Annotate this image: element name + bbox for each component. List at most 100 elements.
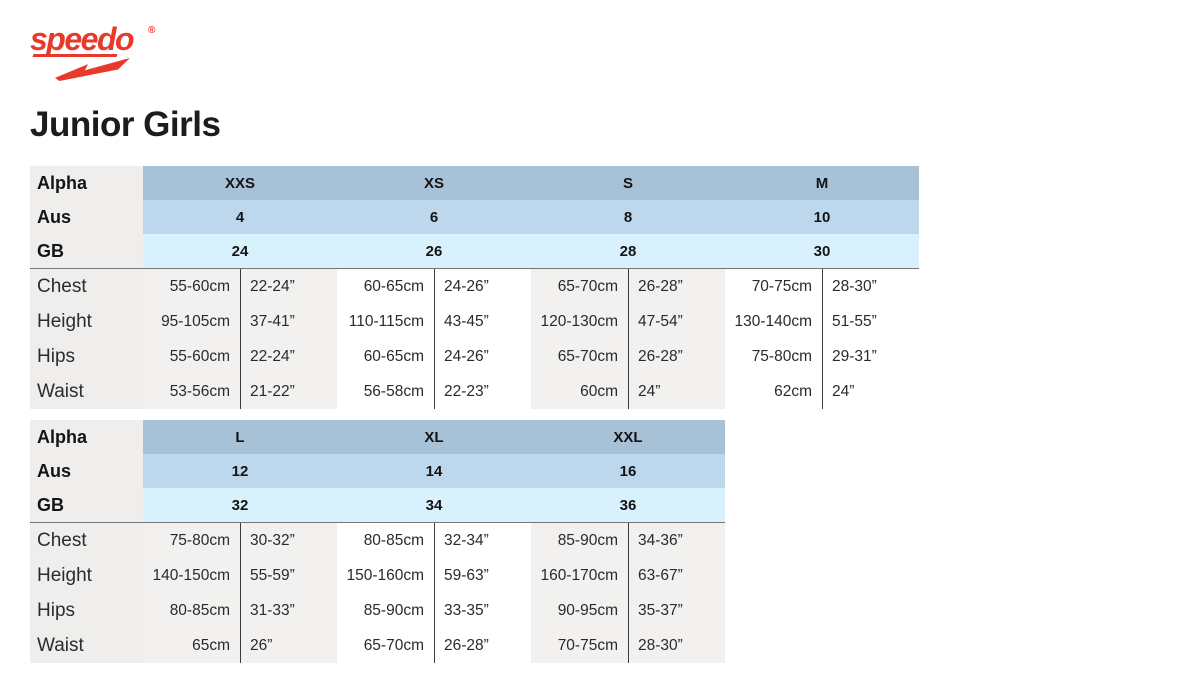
table-row-height: Height 95-105cm 37-41” 110-115cm 43-45” … bbox=[30, 304, 919, 339]
logo-underline bbox=[32, 54, 118, 57]
inch-value-cell: 51-55” bbox=[822, 304, 919, 339]
gb-header-row: GB 32 34 36 bbox=[30, 488, 725, 522]
cm-value-cell: 85-90cm bbox=[337, 593, 434, 628]
speedo-logo: speedo ® bbox=[30, 21, 200, 83]
speedo-wordmark: speedo bbox=[30, 21, 135, 57]
row-label-hips: Hips bbox=[30, 593, 143, 628]
table-row-height: Height 140-150cm 55-59” 150-160cm 59-63”… bbox=[30, 558, 725, 593]
registered-trademark-icon: ® bbox=[148, 25, 156, 36]
header-label-alpha: Alpha bbox=[30, 166, 143, 200]
inch-value-cell: 22-23” bbox=[434, 374, 531, 409]
measurements-body: Chest 55-60cm 22-24” 60-65cm 24-26” 65-7… bbox=[30, 268, 919, 409]
aus-size-cell: 6 bbox=[337, 200, 531, 234]
inch-value-cell: 24-26” bbox=[434, 339, 531, 374]
aus-size-cell: 16 bbox=[531, 454, 725, 488]
table-row-waist: Waist 65cm 26” 65-70cm 26-28” 70-75cm 28… bbox=[30, 628, 725, 663]
cm-value-cell: 65-70cm bbox=[531, 269, 628, 304]
cm-value-cell: 62cm bbox=[725, 374, 822, 409]
header-label-gb: GB bbox=[30, 234, 143, 268]
row-label-height: Height bbox=[30, 304, 143, 339]
inch-value-cell: 55-59” bbox=[240, 558, 337, 593]
alpha-size-cell: S bbox=[531, 166, 725, 200]
gb-size-cell: 32 bbox=[143, 488, 337, 522]
gb-size-cell: 26 bbox=[337, 234, 531, 268]
table-row-chest: Chest 75-80cm 30-32” 80-85cm 32-34” 85-9… bbox=[30, 523, 725, 558]
cm-value-cell: 75-80cm bbox=[143, 523, 240, 558]
cm-value-cell: 160-170cm bbox=[531, 558, 628, 593]
cm-value-cell: 60-65cm bbox=[337, 269, 434, 304]
table-row-waist: Waist 53-56cm 21-22” 56-58cm 22-23” 60cm… bbox=[30, 374, 919, 409]
alpha-size-cell: XXL bbox=[531, 420, 725, 454]
gb-header-row: GB 24 26 28 30 bbox=[30, 234, 919, 268]
inch-value-cell: 24-26” bbox=[434, 269, 531, 304]
cm-value-cell: 75-80cm bbox=[725, 339, 822, 374]
measurements-body: Chest 75-80cm 30-32” 80-85cm 32-34” 85-9… bbox=[30, 522, 725, 663]
aus-header-row: Aus 12 14 16 bbox=[30, 454, 725, 488]
row-label-chest: Chest bbox=[30, 269, 143, 304]
boomerang-icon bbox=[55, 58, 130, 81]
aus-size-cell: 14 bbox=[337, 454, 531, 488]
row-label-waist: Waist bbox=[30, 628, 143, 663]
inch-value-cell: 33-35” bbox=[434, 593, 531, 628]
cm-value-cell: 80-85cm bbox=[337, 523, 434, 558]
page-title: Junior Girls bbox=[30, 105, 221, 144]
inch-value-cell: 37-41” bbox=[240, 304, 337, 339]
inch-value-cell: 22-24” bbox=[240, 339, 337, 374]
table-row-hips: Hips 80-85cm 31-33” 85-90cm 33-35” 90-95… bbox=[30, 593, 725, 628]
row-label-height: Height bbox=[30, 558, 143, 593]
inch-value-cell: 26-28” bbox=[434, 628, 531, 663]
header-label-aus: Aus bbox=[30, 200, 143, 234]
cm-value-cell: 70-75cm bbox=[531, 628, 628, 663]
cm-value-cell: 56-58cm bbox=[337, 374, 434, 409]
alpha-size-cell: L bbox=[143, 420, 337, 454]
table-row-chest: Chest 55-60cm 22-24” 60-65cm 24-26” 65-7… bbox=[30, 269, 919, 304]
row-label-waist: Waist bbox=[30, 374, 143, 409]
header-label-gb: GB bbox=[30, 488, 143, 522]
size-table-l-to-xxl: Alpha L XL XXL Aus 12 14 16 GB 32 34 36 … bbox=[30, 420, 725, 663]
cm-value-cell: 55-60cm bbox=[143, 339, 240, 374]
inch-value-cell: 24” bbox=[822, 374, 919, 409]
inch-value-cell: 26-28” bbox=[628, 339, 725, 374]
cm-value-cell: 55-60cm bbox=[143, 269, 240, 304]
cm-value-cell: 110-115cm bbox=[337, 304, 434, 339]
row-label-chest: Chest bbox=[30, 523, 143, 558]
cm-value-cell: 70-75cm bbox=[725, 269, 822, 304]
aus-size-cell: 4 bbox=[143, 200, 337, 234]
inch-value-cell: 59-63” bbox=[434, 558, 531, 593]
cm-value-cell: 150-160cm bbox=[337, 558, 434, 593]
alpha-size-cell: XS bbox=[337, 166, 531, 200]
aus-size-cell: 10 bbox=[725, 200, 919, 234]
alpha-header-row: Alpha XXS XS S M bbox=[30, 166, 919, 200]
header-label-aus: Aus bbox=[30, 454, 143, 488]
cm-value-cell: 95-105cm bbox=[143, 304, 240, 339]
inch-value-cell: 29-31” bbox=[822, 339, 919, 374]
gb-size-cell: 24 bbox=[143, 234, 337, 268]
inch-value-cell: 26” bbox=[240, 628, 337, 663]
cm-value-cell: 60-65cm bbox=[337, 339, 434, 374]
inch-value-cell: 47-54” bbox=[628, 304, 725, 339]
inch-value-cell: 30-32” bbox=[240, 523, 337, 558]
gb-size-cell: 34 bbox=[337, 488, 531, 522]
cm-value-cell: 140-150cm bbox=[143, 558, 240, 593]
cm-value-cell: 90-95cm bbox=[531, 593, 628, 628]
size-table-xxs-to-m: Alpha XXS XS S M Aus 4 6 8 10 GB 24 26 2… bbox=[30, 166, 919, 409]
alpha-header-row: Alpha L XL XXL bbox=[30, 420, 725, 454]
inch-value-cell: 24” bbox=[628, 374, 725, 409]
inch-value-cell: 28-30” bbox=[628, 628, 725, 663]
cm-value-cell: 60cm bbox=[531, 374, 628, 409]
gb-size-cell: 30 bbox=[725, 234, 919, 268]
header-label-alpha: Alpha bbox=[30, 420, 143, 454]
inch-value-cell: 32-34” bbox=[434, 523, 531, 558]
inch-value-cell: 43-45” bbox=[434, 304, 531, 339]
inch-value-cell: 22-24” bbox=[240, 269, 337, 304]
alpha-size-cell: XXS bbox=[143, 166, 337, 200]
inch-value-cell: 28-30” bbox=[822, 269, 919, 304]
inch-value-cell: 26-28” bbox=[628, 269, 725, 304]
cm-value-cell: 65-70cm bbox=[337, 628, 434, 663]
gb-size-cell: 28 bbox=[531, 234, 725, 268]
inch-value-cell: 31-33” bbox=[240, 593, 337, 628]
row-label-hips: Hips bbox=[30, 339, 143, 374]
cm-value-cell: 85-90cm bbox=[531, 523, 628, 558]
alpha-size-cell: XL bbox=[337, 420, 531, 454]
cm-value-cell: 80-85cm bbox=[143, 593, 240, 628]
